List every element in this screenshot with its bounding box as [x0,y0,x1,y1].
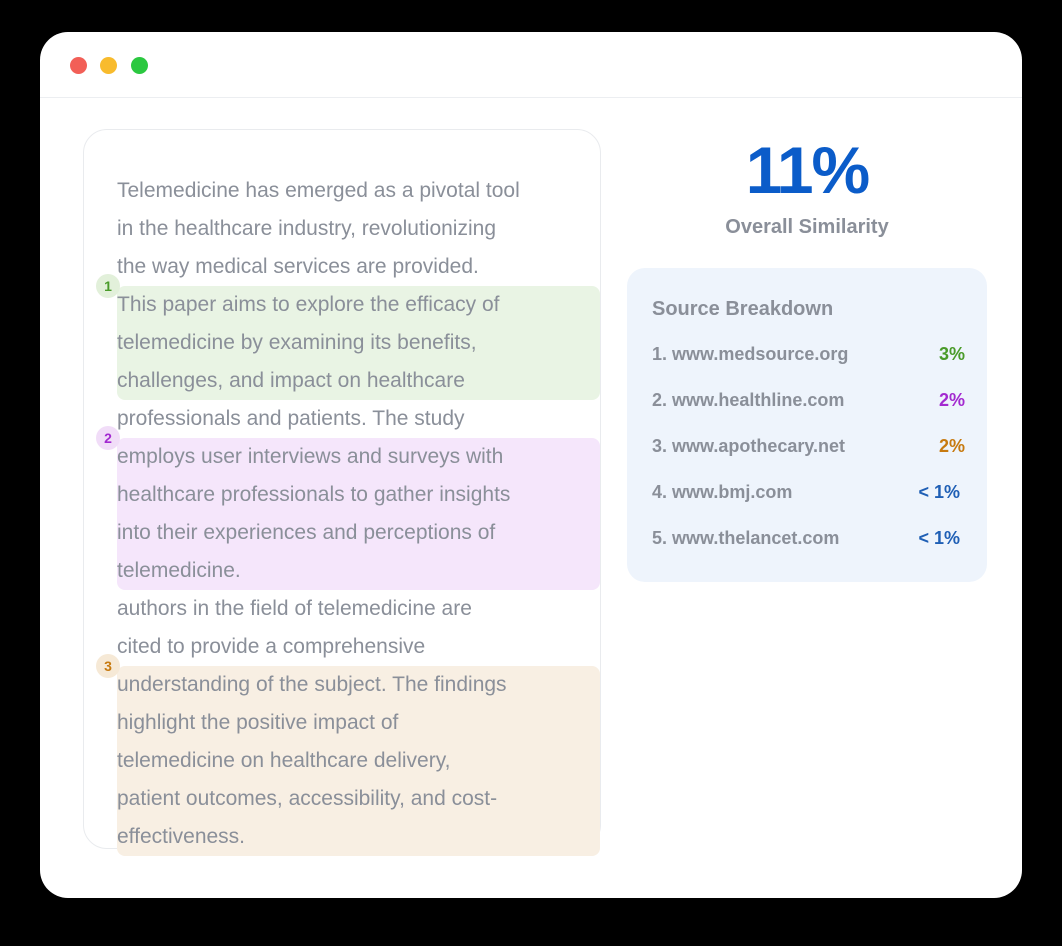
text-line: Telemedicine has emerged as a pivotal to… [117,179,520,202]
breakdown-title: Source Breakdown [652,298,834,320]
source-name: 5. www.thelancet.com [652,528,840,548]
source-name: 4. www.bmj.com [652,482,793,502]
text-line: telemedicine. [117,559,241,582]
highlighted-passage: 1 This paper aims to explore the efficacy… [96,274,600,400]
text-line: challenges, and impact on healthcare [117,369,465,392]
match-badge: 3 [96,654,120,678]
minimize-button[interactable] [100,57,117,74]
text-line: understanding of the subject. The findin… [117,673,507,696]
text-line: professionals and patients. The study [117,407,465,430]
similarity-score: 11% [745,133,870,207]
text-passage: authors in the field of telemedicine are… [117,590,600,666]
text-line: employs user interviews and surveys with [117,445,504,468]
text-line: highlight the positive impact of [117,711,399,734]
source-row[interactable]: 1. www.medsource.org 3% [652,344,965,390]
source-share: 2% [938,390,965,410]
text-line: healthcare professionals to gather insig… [117,483,511,506]
source-share: 3% [938,344,965,364]
text-line: telemedicine by examining its benefits, [117,331,477,354]
source-share: 2% [938,436,965,456]
text-line: authors in the field of telemedicine are [117,597,472,620]
maximize-button[interactable] [131,57,148,74]
text-line: patient outcomes, accessibility, and cos… [117,787,498,810]
text-passage: Telemedicine has emerged as a pivotal to… [117,172,600,286]
text-line: This paper aims to explore the efficacy … [117,293,500,316]
app-window: Telemedicine has emerged as a pivotal to… [40,32,1022,898]
highlighted-passage: 3 understanding of the subject. The findi… [96,654,600,856]
source-share: < 1% [918,528,960,548]
text-line: into their experiences and perceptions o… [117,521,496,544]
match-badge: 1 [96,274,120,298]
close-button[interactable] [70,57,87,74]
text-passage: professionals and patients. The study [117,400,600,438]
source-row[interactable]: 3. www.apothecary.net 2% [652,436,965,482]
source-row[interactable]: 2. www.healthline.com 2% [652,390,965,436]
source-breakdown: Source Breakdown 1. www.medsource.org 3% 2… [627,268,987,582]
text-line: in the healthcare industry, revolutioniz… [117,217,496,240]
similarity-label: Overall Similarity [725,216,889,238]
text-line: cited to provide a comprehensive [117,635,426,658]
text-line: the way medical services are provided. [117,255,479,278]
source-name: 1. www.medsource.org [652,344,849,364]
document-card: Telemedicine has emerged as a pivotal to… [83,129,601,856]
source-share: < 1% [918,482,960,502]
match-badge: 2 [96,426,120,450]
highlighted-passage: 2 employs user interviews and surveys wit… [96,426,600,590]
source-name: 2. www.healthline.com [652,390,845,410]
text-line: effectiveness. [117,825,246,848]
source-row[interactable]: 5. www.thelancet.com < 1% [652,528,965,574]
source-name: 3. www.apothecary.net [652,436,846,456]
title-bar [40,32,1022,98]
text-line: telemedicine on healthcare delivery, [117,749,451,772]
source-row[interactable]: 4. www.bmj.com < 1% [652,482,965,528]
